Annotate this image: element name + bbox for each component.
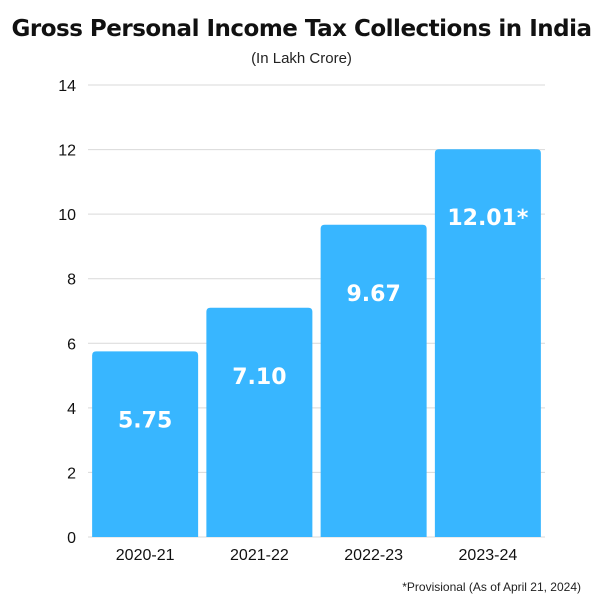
- y-tick-label: 8: [67, 272, 76, 289]
- x-axis-ticks: 2020-21 2021-22 2022-23 2023-24: [116, 547, 518, 564]
- y-tick-label: 0: [67, 530, 76, 547]
- x-tick-label: 2021-22: [230, 547, 289, 564]
- y-tick-label: 6: [67, 336, 76, 353]
- data-label: 12.01*: [447, 206, 529, 231]
- data-label: 9.67: [346, 282, 400, 307]
- y-tick-label: 14: [58, 78, 76, 95]
- x-tick-label: 2020-21: [116, 547, 175, 564]
- x-tick-label: 2023-24: [459, 547, 518, 564]
- y-tick-label: 10: [58, 207, 76, 224]
- y-tick-label: 2: [67, 465, 76, 482]
- x-tick-label: 2022-23: [344, 547, 403, 564]
- bar-2020-21: [92, 351, 199, 537]
- bar-2021-22: [206, 307, 313, 537]
- chart-subtitle: (In Lakh Crore): [251, 50, 352, 67]
- y-tick-label: 12: [58, 143, 76, 160]
- data-label: 5.75: [118, 408, 172, 433]
- bar-2022-23: [320, 224, 427, 537]
- y-tick-label: 4: [67, 401, 76, 418]
- y-axis-ticks: 0 2 4 6 8 10 12 14: [58, 78, 76, 547]
- chart-title: Gross Personal Income Tax Collections in…: [11, 16, 592, 42]
- footnote: *Provisional (As of April 21, 2024): [402, 580, 581, 594]
- bars: 5.75 7.10 9.67 12.01*: [92, 149, 541, 537]
- bar-2023-24: [434, 149, 541, 537]
- data-label: 7.10: [232, 365, 286, 390]
